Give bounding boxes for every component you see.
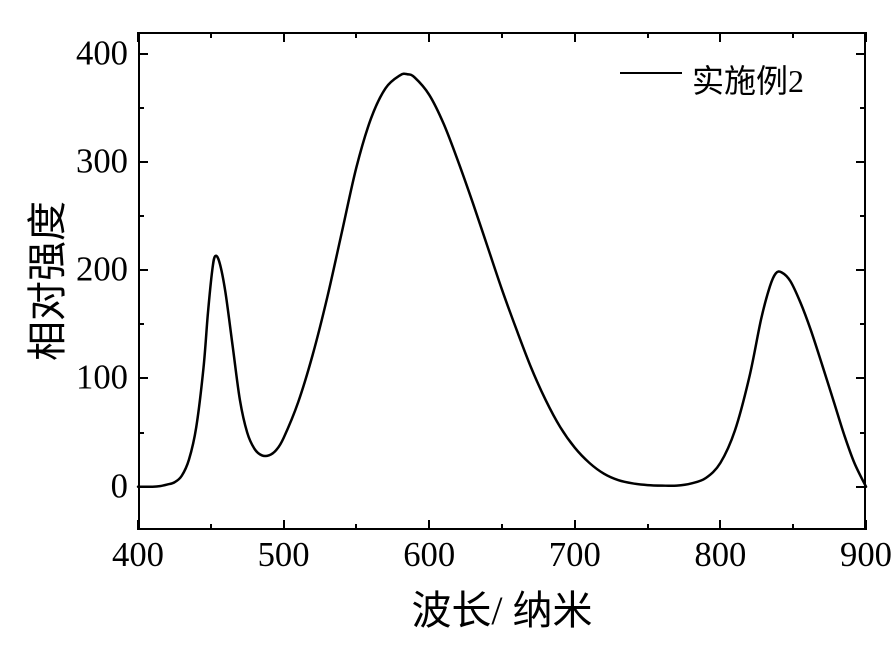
x-tick-label: 800 xyxy=(694,536,746,575)
spectrum-chart: 400 500 600 700 800 900 0 100 200 300 400 波长/ 纳米 相对强… xyxy=(0,0,894,653)
x-tick-label: 500 xyxy=(258,536,310,575)
legend-label: 实施例2 xyxy=(692,56,804,102)
x-tick-label: 900 xyxy=(840,536,892,575)
x-tick-label: 600 xyxy=(403,536,455,575)
y-tick-label: 200 xyxy=(76,251,128,290)
y-tick-label: 400 xyxy=(76,34,128,73)
y-tick-label: 100 xyxy=(76,359,128,398)
x-tick-label: 700 xyxy=(549,536,601,575)
series-curve xyxy=(138,32,866,530)
x-tick-label: 400 xyxy=(112,536,164,575)
y-tick-label: 0 xyxy=(111,467,128,506)
legend-line xyxy=(620,72,682,74)
y-axis-title: 相对强度 xyxy=(15,201,73,361)
x-axis-title: 波长/ 纳米 xyxy=(411,578,592,636)
y-tick-label: 300 xyxy=(76,142,128,181)
